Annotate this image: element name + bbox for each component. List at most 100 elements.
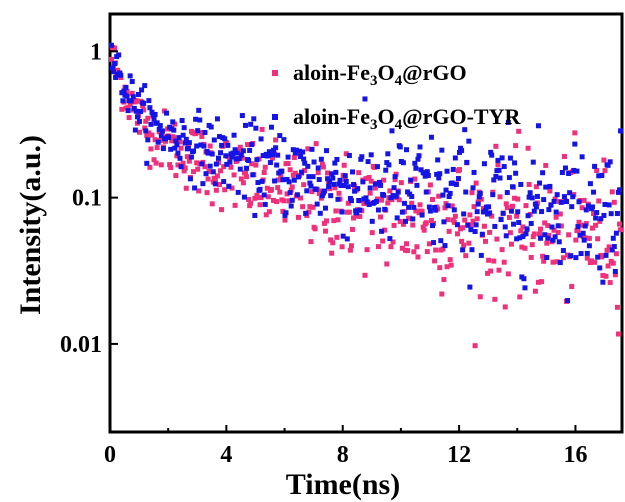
data-point	[278, 173, 284, 179]
data-point	[381, 192, 387, 198]
data-point	[306, 209, 312, 215]
data-point	[599, 172, 605, 178]
data-point	[214, 173, 220, 179]
data-point	[601, 212, 607, 218]
data-point	[144, 160, 150, 166]
data-point	[485, 270, 491, 276]
data-point	[300, 204, 306, 210]
data-point	[491, 258, 497, 264]
data-point	[496, 267, 502, 273]
data-point	[259, 126, 265, 132]
data-point	[592, 163, 598, 169]
data-point	[448, 262, 454, 268]
data-point	[396, 197, 402, 203]
data-point	[424, 249, 430, 255]
data-point	[286, 179, 292, 185]
data-point	[533, 204, 539, 210]
data-point	[599, 254, 605, 260]
data-point	[360, 179, 366, 185]
data-point	[581, 237, 587, 243]
data-point	[449, 203, 455, 209]
data-point	[390, 239, 396, 245]
data-point	[381, 177, 387, 183]
data-point	[238, 176, 244, 182]
data-point	[253, 162, 259, 168]
data-point	[337, 177, 343, 183]
data-point	[357, 214, 363, 220]
data-point	[266, 149, 272, 155]
data-point	[317, 188, 323, 194]
data-point	[232, 202, 238, 208]
data-point	[516, 128, 522, 134]
data-point	[593, 215, 599, 221]
data-point	[455, 176, 461, 182]
data-point	[609, 247, 615, 253]
data-point	[602, 201, 608, 207]
data-point	[436, 193, 442, 199]
data-point	[174, 153, 180, 159]
data-point	[600, 279, 606, 285]
data-point	[526, 182, 532, 188]
data-point	[537, 180, 543, 186]
data-point	[440, 246, 446, 252]
data-point	[199, 161, 205, 167]
data-point	[146, 130, 152, 136]
data-point	[537, 231, 543, 237]
data-point	[509, 184, 515, 190]
data-point	[474, 209, 480, 215]
data-point	[471, 169, 477, 175]
data-point	[461, 211, 467, 217]
data-point	[390, 193, 396, 199]
data-point	[468, 227, 474, 233]
data-point	[214, 116, 220, 122]
data-point	[446, 194, 452, 200]
y-tick-label: 0.1	[72, 186, 102, 212]
data-point	[147, 105, 153, 111]
data-point	[181, 168, 187, 174]
data-point	[547, 183, 553, 189]
data-point	[315, 170, 321, 176]
data-point	[462, 217, 468, 223]
data-point	[310, 174, 316, 180]
data-point	[494, 236, 500, 242]
data-point	[470, 218, 476, 224]
data-point	[170, 119, 176, 125]
data-point	[329, 171, 335, 177]
data-point	[289, 184, 295, 190]
data-point	[225, 142, 231, 148]
data-point	[474, 216, 480, 222]
data-point	[552, 234, 558, 240]
data-point	[321, 188, 327, 194]
data-point	[486, 257, 492, 263]
data-point	[254, 157, 260, 163]
data-point	[607, 280, 613, 286]
data-point	[125, 108, 131, 114]
data-point	[193, 131, 199, 137]
data-point	[383, 167, 389, 173]
data-point	[328, 193, 334, 199]
data-point	[272, 178, 278, 184]
data-point	[154, 145, 160, 151]
data-point	[285, 154, 291, 160]
data-point	[502, 304, 508, 310]
data-point	[353, 213, 359, 219]
data-point	[398, 180, 404, 186]
series-2-points	[108, 42, 624, 304]
data-point	[435, 157, 441, 163]
data-point	[506, 214, 512, 220]
data-point	[287, 190, 293, 196]
data-point	[212, 181, 218, 187]
data-point	[152, 137, 158, 143]
data-point	[375, 207, 381, 213]
data-point	[307, 204, 313, 210]
data-point	[164, 110, 170, 116]
data-point	[566, 170, 572, 176]
data-point	[284, 191, 290, 197]
data-point	[558, 199, 564, 205]
data-point	[227, 159, 233, 165]
data-point	[133, 108, 139, 114]
data-point	[535, 279, 541, 285]
data-point	[399, 209, 405, 215]
data-point	[488, 268, 494, 274]
data-point	[491, 177, 497, 183]
